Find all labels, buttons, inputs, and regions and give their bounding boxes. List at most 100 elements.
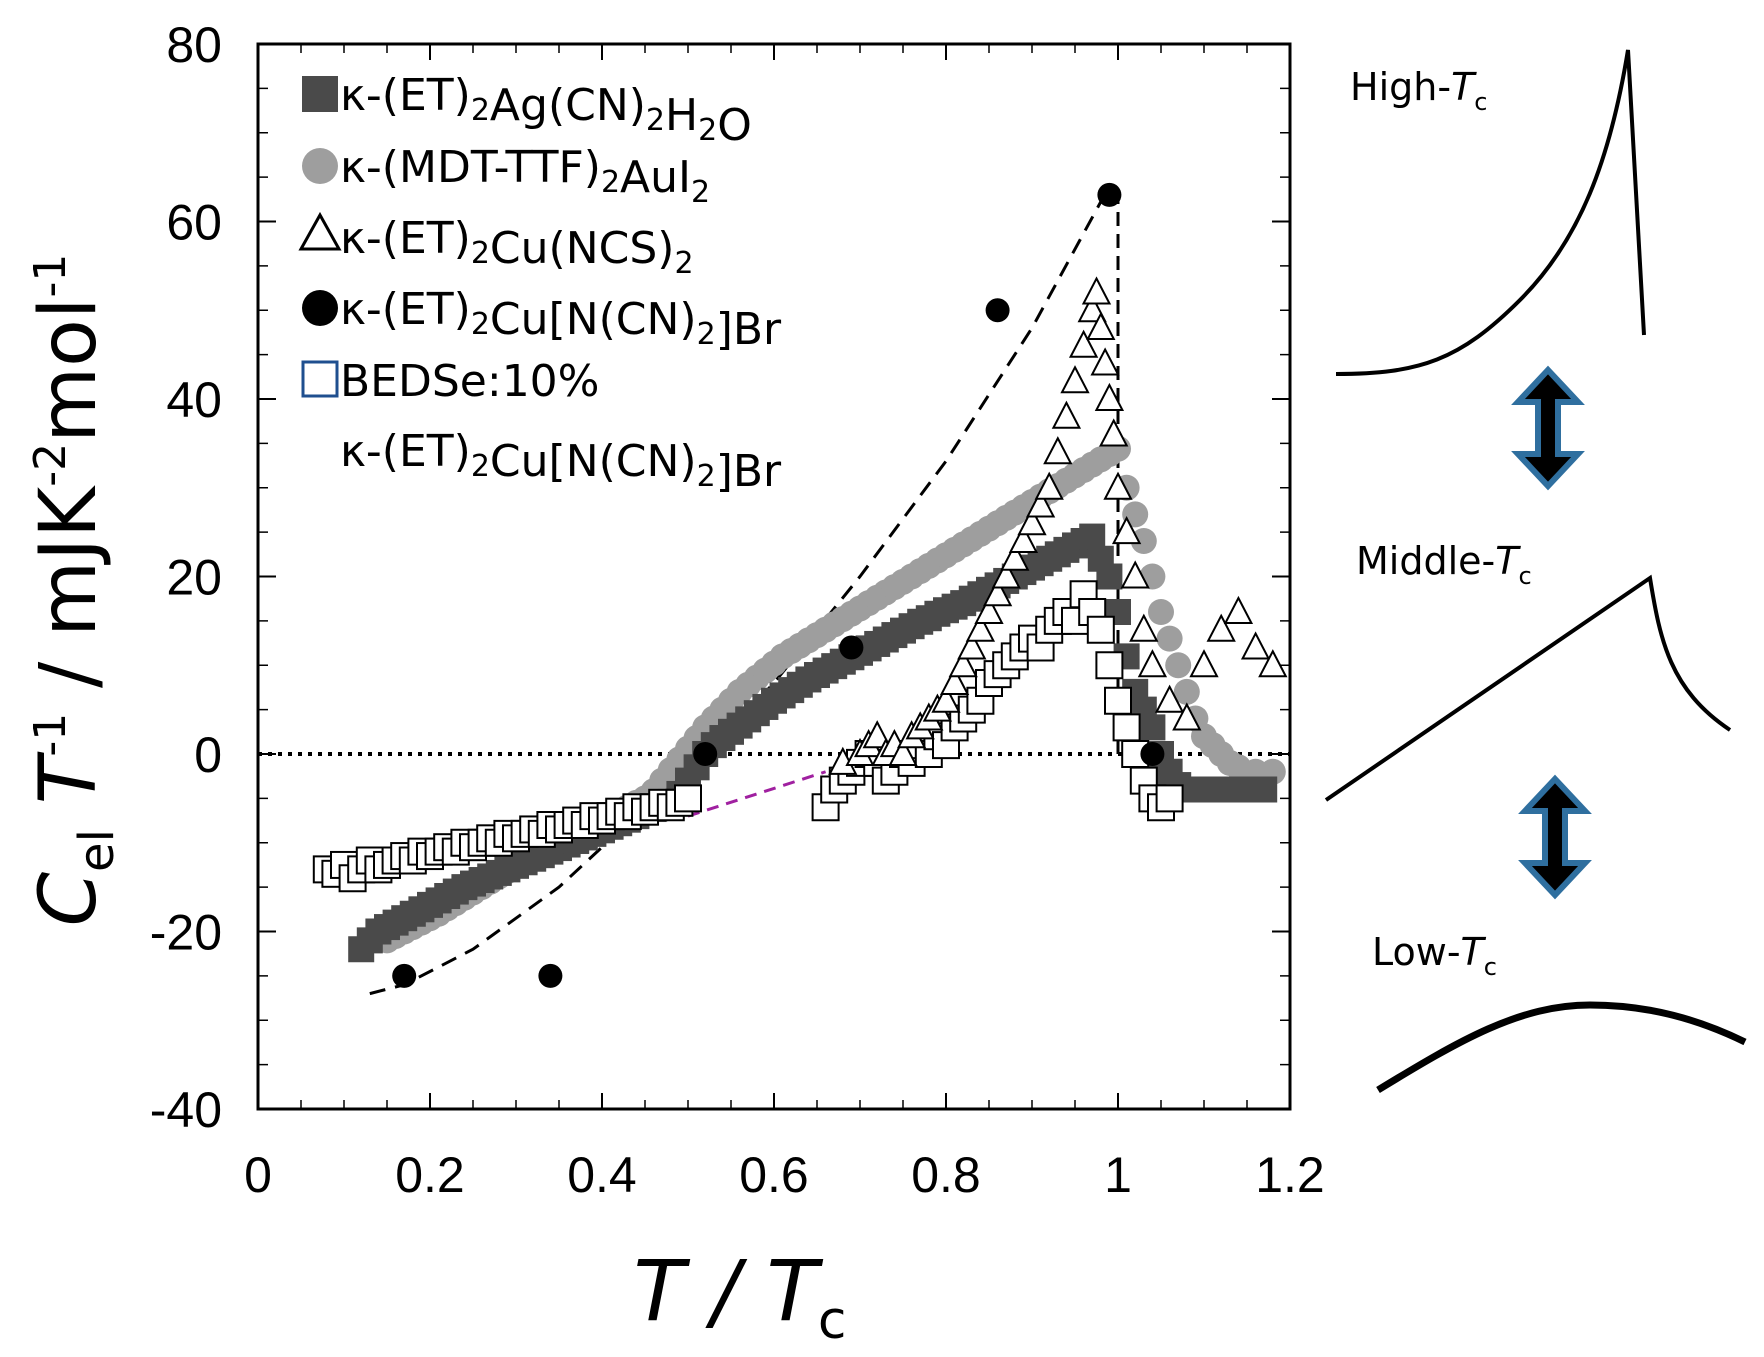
y-tick-label: 20: [166, 550, 222, 606]
data-point-triangle: [1051, 400, 1082, 429]
side-panel-label-sub: c: [1484, 953, 1497, 981]
data-point-triangle: [982, 578, 1013, 607]
side-panel-label-T: T: [1451, 65, 1477, 109]
legend-marker-gray-circle: [302, 148, 338, 184]
legend-label-part: 2: [646, 103, 665, 138]
data-point-triangle: [1025, 489, 1056, 518]
legend-label-part: κ-(ET): [340, 426, 471, 477]
y-tick-label: -20: [150, 905, 222, 961]
data-point-triangle: [1060, 365, 1090, 394]
legend-label-part: ]Br: [716, 304, 782, 355]
legend-marker-triangle: [298, 211, 342, 251]
data-point-triangle: [1223, 595, 1254, 624]
legend-label-part: 2: [698, 113, 717, 148]
data-point-triangle: [1034, 471, 1064, 500]
data-point-triangle: [974, 595, 1004, 624]
data-point-square-filled: [1208, 776, 1235, 803]
data-point-circle-black: [693, 742, 718, 766]
x-tick-label: 1.2: [1255, 1147, 1325, 1203]
data-point-triangle: [1077, 294, 1107, 323]
side-panel-label-main: Low-: [1372, 930, 1461, 974]
data-point-square-open: [1095, 651, 1124, 680]
y-tick-label: 60: [166, 195, 222, 251]
legend-label: κ-(ET)2Cu(NCS)2: [340, 213, 694, 281]
side-panel-label-sub: c: [1474, 88, 1487, 116]
legend-label-part: κ-(ET): [340, 213, 471, 264]
middle-tc-curve: [1324, 574, 1732, 802]
legend-label-part: κ-(ET): [340, 70, 471, 121]
series-4: [312, 580, 1184, 893]
y-axis-label-part: -2: [25, 443, 76, 487]
legend-label-part: Cu[N(CN): [490, 294, 697, 345]
data-point-triangle: [1137, 649, 1168, 678]
side-panel-label-sub: c: [1518, 562, 1531, 590]
series-2: [828, 276, 1288, 775]
legend-label-part: 2: [691, 175, 710, 210]
data-point-square-open: [1086, 615, 1115, 644]
x-tick-label: 0.4: [567, 1147, 637, 1203]
high-tc-curve: [1335, 49, 1646, 376]
data-point-circle-gray: [1156, 625, 1183, 652]
side-panel-label-T: T: [1461, 930, 1487, 974]
data-point-triangle: [1129, 613, 1159, 642]
data-point-square-filled: [1079, 523, 1106, 550]
axis-ticks: 0 0.2 0.4 0.6 0.8 1 1.2 -40 -20 0 20 40 60 80: [150, 17, 1325, 1203]
data-point-circle-gray: [1165, 652, 1192, 679]
data-point-triangle: [1000, 542, 1030, 571]
y-tick-label: 80: [166, 17, 222, 73]
y-tick-label: 0: [194, 727, 222, 783]
legend-label-part: ]Br: [716, 446, 782, 497]
data-point-triangle: [1111, 515, 1142, 545]
legend-label: κ-(MDT-TTF)2AuI2: [340, 142, 710, 210]
data-point-circle-black: [839, 635, 864, 660]
legend-label-part: 2: [601, 165, 620, 200]
data-point-triangle: [888, 737, 918, 766]
legend-marker-black-circle: [302, 290, 338, 326]
legend-marker-open-square: [301, 360, 339, 398]
y-axis-label: Cel T-1 / mJK-2mol-1: [24, 254, 125, 927]
side-panel-label: Low-Tc: [1372, 930, 1497, 981]
y-tick-label: 40: [166, 372, 222, 428]
data-point-triangle: [1120, 560, 1150, 589]
x-tick-label: 0.2: [395, 1147, 465, 1203]
data-point-triangle: [1017, 507, 1047, 536]
x-tick-label: 1: [1104, 1147, 1132, 1203]
data-point-square-filled: [1096, 563, 1123, 590]
series-3: [392, 182, 1165, 988]
side-panel-label: Middle-Tc: [1356, 539, 1532, 590]
data-point-circle-black: [1140, 742, 1165, 766]
legend-label-part: 2: [674, 246, 693, 281]
y-axis-label-part: T: [24, 751, 114, 829]
legend-label: BEDSe:10%: [340, 356, 600, 407]
data-point-square-open: [1104, 686, 1132, 715]
data-point-triangle: [1172, 702, 1202, 731]
data-point-triangle: [1258, 649, 1288, 678]
legend-label: κ-(ET)2Ag(CN)2H2O: [340, 70, 752, 151]
legend-label-part: 2: [697, 459, 716, 494]
x-tick-label: 0: [244, 1147, 272, 1203]
data-point-triangle: [939, 666, 970, 695]
legend-label-part: 2: [471, 93, 490, 128]
legend-label-part: 2: [471, 307, 490, 342]
legend-label-part: Cu(NCS): [490, 223, 675, 274]
x-axis-label-sub: c: [818, 1291, 847, 1351]
data-point-circle-black: [538, 963, 563, 988]
data-point-circle-black: [1097, 182, 1122, 207]
side-panel-label: High-Tc: [1350, 65, 1487, 116]
side-panel-label-T: T: [1495, 539, 1521, 583]
data-point-triangle: [991, 560, 1021, 589]
side-panel-label-main: High-: [1350, 65, 1451, 109]
data-point-triangle: [1081, 276, 1112, 305]
side-panel-label-main: Middle-: [1356, 539, 1495, 583]
data-point-triangle: [1043, 436, 1073, 465]
data-point-triangle: [1099, 418, 1129, 447]
legend-label-part: Ag(CN): [490, 80, 646, 131]
double-arrow-icon: [1511, 365, 1585, 491]
x-axis-label: T / Tc: [634, 1242, 847, 1351]
legend-label: κ-(ET)2Cu[N(CN)2]Br: [340, 426, 782, 497]
y-axis-label-part: / mJK: [24, 485, 114, 713]
legend-label-part: 2: [471, 449, 490, 484]
data-point-triangle: [1008, 524, 1039, 553]
